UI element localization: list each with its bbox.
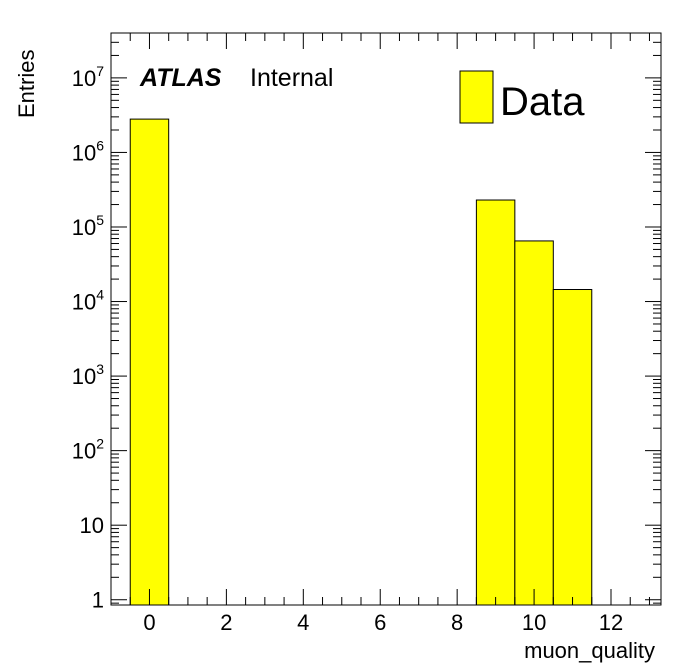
legend-swatch — [459, 70, 494, 124]
histogram-bar — [475, 199, 516, 606]
x-tick-label: 8 — [451, 610, 463, 635]
histogram-bar — [552, 289, 593, 606]
x-axis-title: muon_quality — [524, 638, 655, 663]
x-tick-label: 4 — [297, 610, 309, 635]
y-tick-label: 102 — [72, 436, 104, 464]
y-tick-label: 104 — [72, 287, 104, 315]
atlas-label: ATLAS — [139, 64, 222, 92]
histogram-bar — [129, 118, 170, 606]
legend-entry-data: Data — [500, 80, 585, 124]
x-tick-label: 10 — [522, 610, 546, 635]
y-tick-label: 105 — [72, 212, 104, 240]
internal-label: Internal — [250, 64, 333, 92]
x-tick-label: 6 — [374, 610, 386, 635]
y-tick-label: 107 — [72, 63, 104, 91]
y-axis-title: Entries — [14, 50, 39, 118]
x-tick-label: 0 — [143, 610, 155, 635]
x-tick-labels: 0 2 4 6 8 10 12 — [143, 610, 623, 635]
y-tick-label: 1 — [92, 588, 104, 613]
plot-frame — [110, 32, 662, 606]
y-tick-label: 10 — [80, 513, 104, 538]
x-tick-label: 12 — [599, 610, 623, 635]
y-tick-label: 103 — [72, 361, 104, 389]
y-tick-labels: 1 10 102 103 104 105 106 107 — [72, 63, 104, 613]
histogram-bar — [514, 240, 554, 606]
legend: Data — [459, 70, 585, 124]
axis-ticks — [110, 32, 661, 605]
x-tick-label: 2 — [220, 610, 232, 635]
y-tick-label: 106 — [72, 137, 104, 165]
histogram-bars — [129, 118, 593, 606]
